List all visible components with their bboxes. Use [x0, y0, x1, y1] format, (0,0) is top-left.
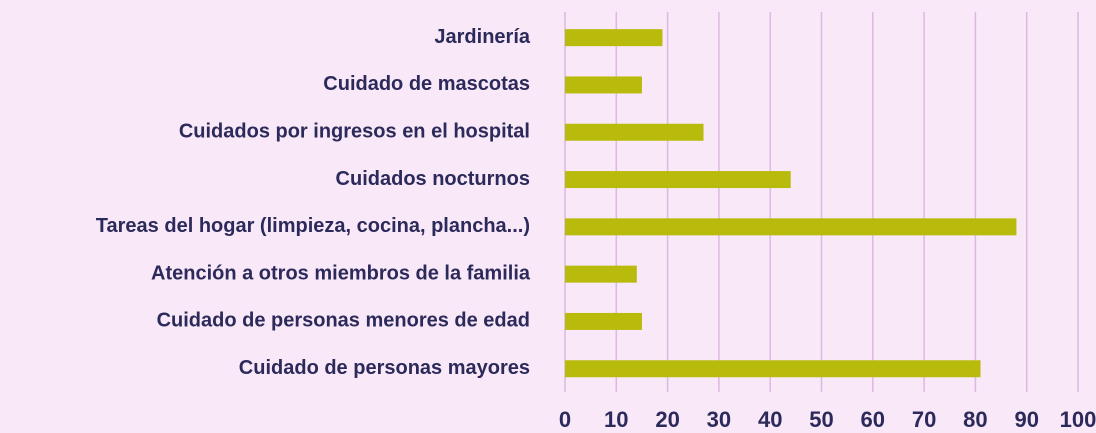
bar — [565, 312, 642, 330]
bar — [565, 29, 663, 47]
x-tick-label: 40 — [758, 407, 782, 432]
category-label: Cuidados nocturnos — [336, 168, 530, 190]
bar — [565, 171, 791, 189]
bar — [565, 265, 637, 283]
x-tick-label: 10 — [604, 407, 628, 432]
x-tick-label: 100 — [1060, 407, 1096, 432]
x-tick-label: 50 — [809, 407, 833, 432]
category-label: Tareas del hogar (limpieza, cocina, plan… — [96, 215, 530, 237]
category-label: Jardinería — [434, 26, 530, 48]
x-tick-label: 80 — [963, 407, 987, 432]
x-tick-label: 90 — [1014, 407, 1038, 432]
category-label: Cuidado de personas mayores — [239, 357, 530, 379]
category-label: Atención a otros miembros de la familia — [151, 262, 531, 284]
bar — [565, 76, 642, 94]
x-tick-label: 60 — [861, 407, 885, 432]
category-label: Cuidado de mascotas — [323, 73, 530, 95]
x-tick-label: 20 — [655, 407, 679, 432]
category-label: Cuidados por ingresos en el hospital — [179, 121, 530, 143]
x-tick-label: 30 — [707, 407, 731, 432]
category-label: Cuidado de personas menores de edad — [157, 310, 530, 332]
x-tick-label: 0 — [559, 407, 571, 432]
bar — [565, 123, 704, 141]
bar — [565, 218, 1017, 236]
bar — [565, 360, 981, 378]
x-tick-label: 70 — [912, 407, 936, 432]
